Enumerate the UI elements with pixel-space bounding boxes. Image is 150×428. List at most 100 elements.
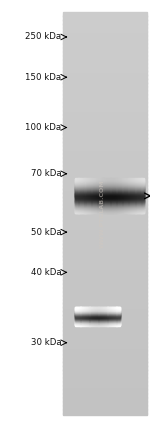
- Bar: [143, 194, 144, 195]
- Bar: [103, 312, 104, 313]
- Bar: [88, 196, 89, 197]
- Bar: [63, 21, 147, 22]
- Bar: [80, 203, 81, 204]
- Bar: [88, 316, 89, 317]
- Bar: [108, 196, 109, 197]
- Bar: [88, 208, 89, 209]
- Bar: [120, 211, 121, 212]
- Bar: [96, 205, 97, 206]
- Bar: [129, 195, 130, 196]
- Bar: [63, 51, 147, 53]
- Bar: [121, 212, 122, 213]
- Bar: [107, 202, 108, 203]
- Bar: [80, 308, 81, 309]
- Bar: [141, 181, 142, 182]
- Bar: [130, 205, 131, 206]
- Bar: [109, 312, 110, 313]
- Bar: [107, 185, 108, 186]
- Bar: [117, 206, 118, 207]
- Bar: [139, 183, 140, 184]
- Bar: [114, 183, 115, 184]
- Bar: [132, 183, 133, 184]
- Bar: [108, 308, 109, 309]
- Bar: [92, 182, 93, 183]
- Bar: [134, 202, 135, 203]
- Bar: [91, 188, 92, 189]
- Bar: [110, 207, 111, 208]
- Bar: [102, 180, 103, 181]
- Bar: [121, 194, 122, 195]
- Bar: [81, 205, 82, 206]
- Bar: [129, 204, 130, 205]
- Bar: [135, 201, 136, 202]
- Bar: [112, 209, 113, 210]
- Bar: [141, 202, 142, 203]
- Bar: [97, 318, 98, 319]
- Bar: [77, 325, 78, 326]
- Bar: [113, 204, 114, 205]
- Bar: [91, 195, 92, 196]
- Bar: [84, 193, 85, 194]
- Bar: [89, 179, 90, 180]
- Bar: [120, 202, 121, 203]
- Bar: [83, 197, 84, 198]
- Bar: [111, 204, 112, 205]
- Bar: [96, 316, 97, 317]
- Bar: [122, 203, 123, 204]
- Bar: [104, 317, 105, 318]
- Bar: [101, 197, 102, 198]
- Bar: [97, 203, 98, 204]
- Bar: [99, 192, 100, 193]
- Bar: [119, 182, 120, 183]
- Bar: [78, 311, 79, 312]
- Bar: [113, 179, 114, 180]
- Bar: [141, 179, 142, 180]
- Bar: [91, 178, 92, 179]
- Bar: [117, 321, 118, 322]
- Bar: [98, 322, 99, 323]
- Bar: [96, 198, 97, 199]
- Bar: [132, 179, 133, 180]
- Bar: [142, 205, 143, 206]
- Bar: [97, 188, 98, 189]
- Bar: [87, 199, 88, 200]
- Bar: [141, 203, 142, 204]
- Bar: [85, 195, 86, 196]
- Bar: [82, 198, 83, 199]
- Bar: [127, 209, 128, 210]
- Bar: [138, 178, 139, 179]
- Bar: [130, 208, 131, 209]
- Bar: [111, 320, 112, 321]
- Bar: [103, 197, 104, 198]
- Bar: [106, 188, 107, 189]
- Bar: [116, 308, 117, 309]
- Bar: [105, 310, 106, 311]
- Bar: [122, 193, 123, 194]
- Bar: [108, 211, 109, 212]
- Bar: [77, 193, 78, 194]
- Bar: [105, 185, 106, 186]
- Bar: [89, 311, 90, 312]
- Bar: [63, 340, 147, 342]
- Bar: [115, 322, 116, 323]
- Bar: [124, 200, 125, 201]
- Bar: [130, 178, 131, 179]
- Bar: [139, 182, 140, 183]
- Bar: [137, 210, 138, 211]
- Bar: [63, 128, 147, 130]
- Bar: [108, 194, 109, 195]
- Bar: [114, 210, 115, 211]
- Bar: [118, 203, 119, 204]
- Bar: [112, 205, 113, 206]
- Bar: [75, 206, 76, 207]
- Bar: [92, 323, 93, 324]
- Bar: [110, 203, 111, 204]
- Bar: [141, 202, 142, 203]
- Bar: [108, 182, 109, 183]
- Bar: [143, 193, 144, 194]
- Bar: [80, 194, 81, 195]
- Bar: [101, 312, 102, 313]
- Bar: [92, 192, 93, 193]
- Bar: [123, 204, 124, 205]
- Bar: [100, 198, 101, 199]
